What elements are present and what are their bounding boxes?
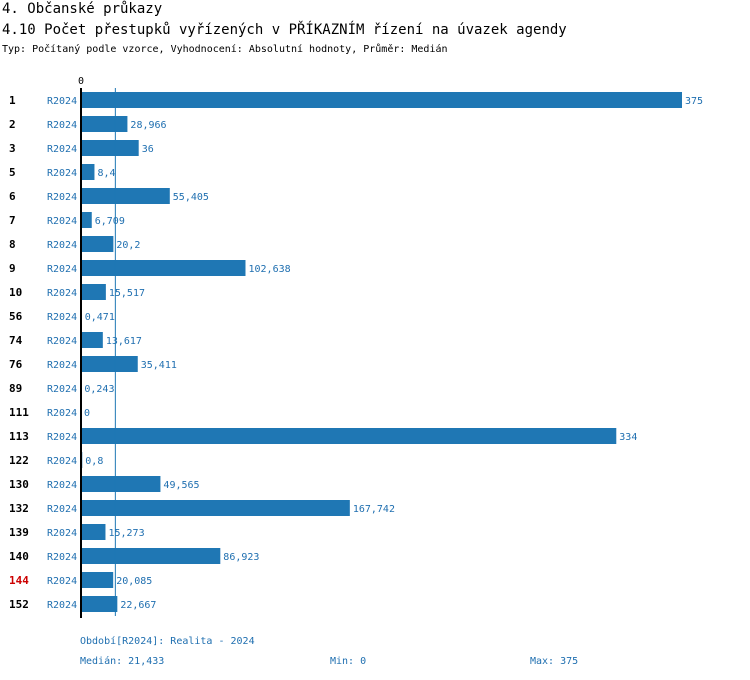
series-label: R2024 xyxy=(47,528,77,539)
value-label: 36 xyxy=(142,144,154,155)
bar xyxy=(81,284,106,300)
value-label: 20,2 xyxy=(116,240,140,251)
category-label: 9 xyxy=(9,262,16,275)
category-label: 7 xyxy=(9,214,16,227)
category-label: 113 xyxy=(9,430,29,443)
category-label: 6 xyxy=(9,190,16,203)
value-label: 28,966 xyxy=(130,120,166,131)
bar xyxy=(81,164,95,180)
category-label: 152 xyxy=(9,598,29,611)
category-label: 130 xyxy=(9,478,29,491)
category-label: 89 xyxy=(9,382,22,395)
value-label: 6,709 xyxy=(95,216,125,227)
category-label: 2 xyxy=(9,118,16,131)
value-label: 0,243 xyxy=(84,384,114,395)
category-label: 74 xyxy=(9,334,23,347)
series-label: R2024 xyxy=(47,360,77,371)
value-label: 86,923 xyxy=(223,552,259,563)
series-label: R2024 xyxy=(47,552,77,563)
bar xyxy=(81,356,138,372)
bar xyxy=(81,140,139,156)
value-label: 102,638 xyxy=(248,264,290,275)
series-label: R2024 xyxy=(47,312,77,323)
value-label: 15,517 xyxy=(109,288,145,299)
footer-period: Období[R2024]: Realita - 2024 xyxy=(80,636,255,647)
series-label: R2024 xyxy=(47,240,77,251)
x-tick-label: 0 xyxy=(78,76,84,87)
category-label: 144 xyxy=(9,574,29,587)
category-label: 3 xyxy=(9,142,16,155)
series-label: R2024 xyxy=(47,408,77,419)
bar xyxy=(81,332,103,348)
series-label: R2024 xyxy=(47,336,77,347)
value-label: 334 xyxy=(619,432,637,443)
category-label: 1 xyxy=(9,94,16,107)
series-label: R2024 xyxy=(47,504,77,515)
series-label: R2024 xyxy=(47,144,77,155)
category-label: 56 xyxy=(9,310,23,323)
value-label: 0 xyxy=(84,408,90,419)
category-label: 10 xyxy=(9,286,22,299)
footer-max: Max: 375 xyxy=(530,656,579,667)
category-label: 5 xyxy=(9,166,16,179)
series-label: R2024 xyxy=(47,576,77,587)
bar xyxy=(81,236,114,252)
bar xyxy=(81,188,170,204)
bar xyxy=(81,500,350,516)
series-label: R2024 xyxy=(47,480,77,491)
bar xyxy=(81,596,118,612)
section-title: 4. Občanské průkazy xyxy=(2,1,163,17)
series-label: R2024 xyxy=(47,432,77,443)
value-label: 167,742 xyxy=(353,504,395,515)
footer-median: Medián: 21,433 xyxy=(80,656,165,667)
series-label: R2024 xyxy=(47,600,77,611)
category-label: 111 xyxy=(9,406,29,419)
bar xyxy=(81,572,114,588)
bar xyxy=(81,260,246,276)
value-label: 13,617 xyxy=(106,336,142,347)
footer-min: Min: 0 xyxy=(330,656,367,667)
bar xyxy=(81,92,682,108)
chart-title: 4.10 Počet přestupků vyřízených v PŘÍKAZ… xyxy=(2,22,567,38)
category-label: 140 xyxy=(9,550,29,563)
value-label: 375 xyxy=(685,96,703,107)
category-label: 8 xyxy=(9,238,16,251)
value-label: 49,565 xyxy=(163,480,199,491)
bar xyxy=(81,428,617,444)
value-label: 0,8 xyxy=(85,456,103,467)
series-label: R2024 xyxy=(47,216,77,227)
bar xyxy=(81,116,128,132)
series-label: R2024 xyxy=(47,288,77,299)
bar xyxy=(81,524,106,540)
value-label: 22,667 xyxy=(120,600,156,611)
category-label: 76 xyxy=(9,358,23,371)
series-label: R2024 xyxy=(47,168,77,179)
series-label: R2024 xyxy=(47,96,77,107)
category-label: 139 xyxy=(9,526,29,539)
chart-subtitle: Typ: Počítaný podle vzorce, Vyhodnocení:… xyxy=(2,44,448,55)
bar xyxy=(81,212,92,228)
bar xyxy=(81,476,161,492)
value-label: 35,411 xyxy=(141,360,177,371)
value-label: 15,273 xyxy=(108,528,144,539)
value-label: 55,405 xyxy=(173,192,209,203)
value-label: 8,4 xyxy=(97,168,115,179)
series-label: R2024 xyxy=(47,120,77,131)
series-label: R2024 xyxy=(47,192,77,203)
series-label: R2024 xyxy=(47,456,77,467)
series-label: R2024 xyxy=(47,384,77,395)
value-label: 20,085 xyxy=(116,576,152,587)
value-label: 0,471 xyxy=(85,312,115,323)
category-label: 132 xyxy=(9,502,29,515)
bar xyxy=(81,548,221,564)
series-label: R2024 xyxy=(47,264,77,275)
category-label: 122 xyxy=(9,454,29,467)
